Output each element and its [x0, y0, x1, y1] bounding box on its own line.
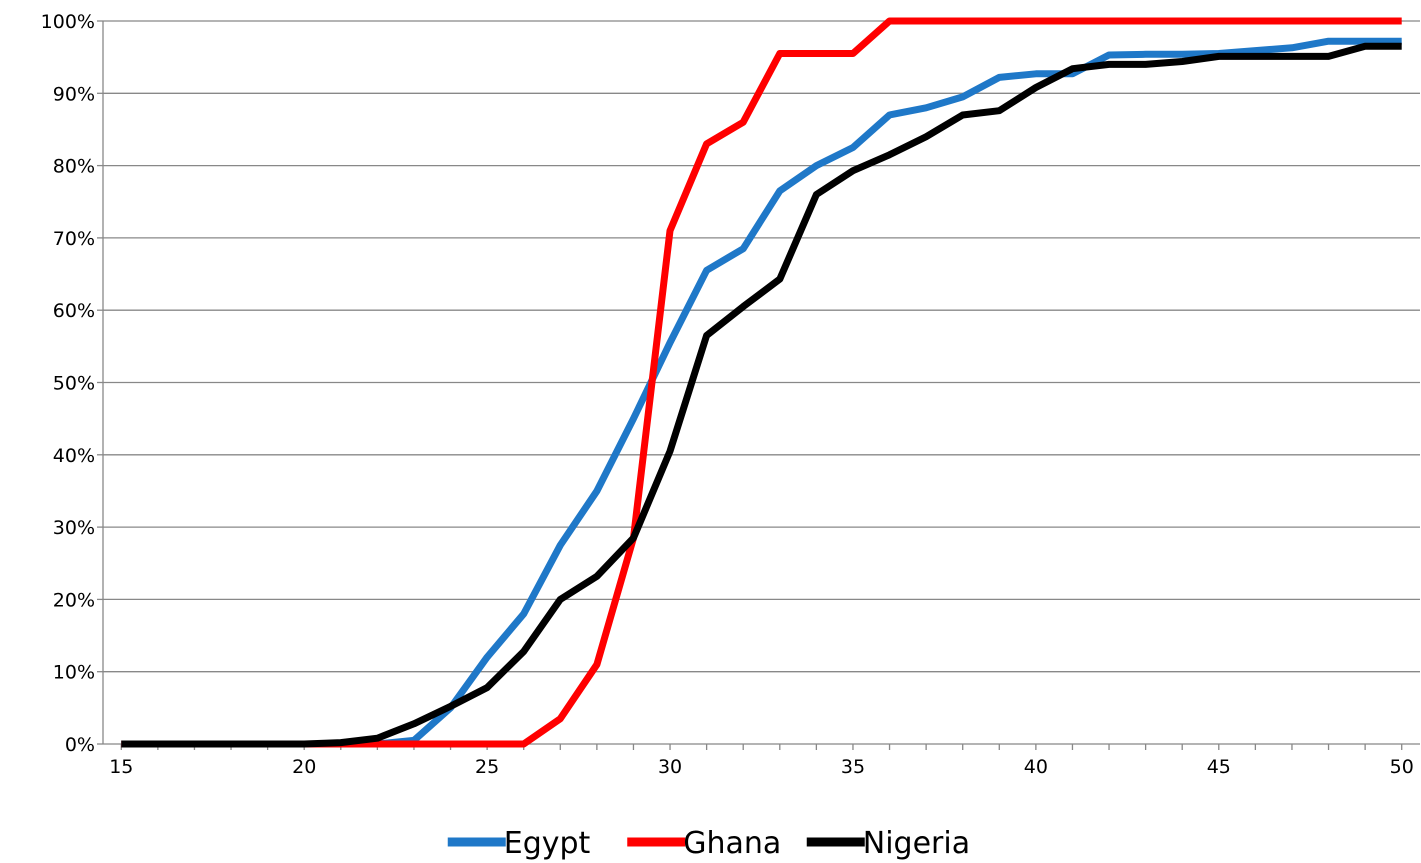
series-line-egypt	[121, 37, 1402, 748]
y-tick-label: 40%	[53, 445, 95, 467]
legend-label: Nigeria	[863, 826, 970, 861]
legend-label: Ghana	[683, 826, 781, 861]
y-tick-label: 50%	[53, 373, 95, 395]
y-tick-label: 70%	[53, 228, 95, 250]
y-tick-label: 20%	[53, 589, 95, 611]
x-tick-label: 35	[841, 756, 865, 778]
x-tick-label: 20	[292, 756, 316, 778]
series-line-nigeria	[121, 42, 1402, 748]
y-tick-label: 0%	[65, 734, 95, 756]
x-tick-label: 15	[109, 756, 133, 778]
y-tick-label: 10%	[53, 662, 95, 684]
legend[interactable]: Egypt Ghana Nigeria	[447, 826, 970, 861]
y-tick-label: 30%	[53, 517, 95, 539]
axes: 0% 10% 20% 30% 40% 50% 60% 70% 80% 90% 100% 15 20 25 3…	[41, 11, 1414, 778]
series-lines	[121, 17, 1402, 748]
y-tick-label: 80%	[53, 156, 95, 178]
legend-item-egypt[interactable]: Egypt	[447, 826, 591, 861]
x-tick-label: 50	[1390, 756, 1414, 778]
x-tick-label: 40	[1024, 756, 1048, 778]
legend-item-nigeria[interactable]: Nigeria	[806, 826, 970, 861]
x-tick-label: 45	[1207, 756, 1231, 778]
y-tick-label: 100%	[41, 11, 95, 33]
legend-label: Egypt	[504, 826, 591, 861]
y-tick-label: 90%	[53, 83, 95, 105]
x-tick-label: 25	[475, 756, 499, 778]
y-tick-label: 60%	[53, 300, 95, 322]
gridlines	[103, 20, 1420, 745]
x-tick-label: 30	[658, 756, 682, 778]
legend-item-ghana[interactable]: Ghana	[627, 826, 781, 861]
